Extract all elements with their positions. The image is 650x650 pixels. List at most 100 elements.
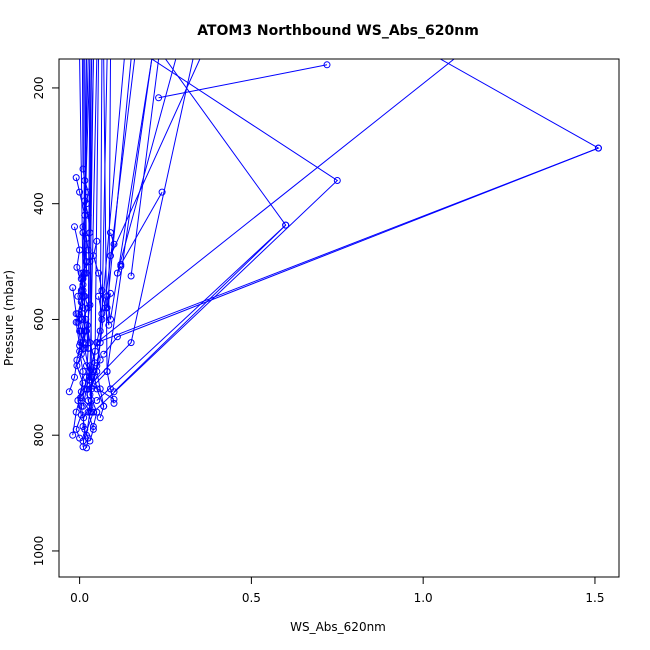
data-point	[81, 425, 89, 433]
series-line	[158, 64, 328, 99]
y-tick-label: 600	[32, 308, 46, 331]
series-line	[89, 59, 600, 372]
series-line	[85, 59, 93, 413]
data-point	[65, 388, 73, 396]
plot-area	[65, 59, 602, 452]
series-line	[103, 59, 115, 404]
data-point	[69, 284, 77, 292]
data-point	[86, 437, 94, 445]
x-tick-label: 1.0	[414, 591, 433, 605]
data-point	[72, 318, 80, 326]
series-line	[103, 147, 599, 355]
data-point	[73, 356, 81, 364]
data-point	[110, 240, 118, 248]
series-line	[130, 59, 160, 277]
series-line	[75, 59, 88, 346]
x-tick-label: 0.0	[70, 591, 89, 605]
data-point	[103, 368, 111, 375]
data-point	[83, 385, 90, 393]
data-point	[127, 272, 135, 280]
data-point	[117, 261, 125, 268]
data-point	[155, 94, 163, 102]
x-tick-label: 1.5	[585, 591, 604, 605]
data-point	[98, 287, 106, 294]
data-point	[76, 246, 84, 254]
x-tick-label: 0.5	[242, 591, 261, 605]
data-point	[282, 221, 290, 229]
data-point	[80, 292, 88, 300]
data-point	[79, 379, 87, 387]
data-point	[113, 333, 121, 341]
data-point	[76, 342, 84, 349]
x-axis-label: WS_Abs_620nm	[290, 620, 386, 634]
data-point	[93, 339, 101, 347]
data-point	[158, 188, 166, 196]
series-line	[80, 59, 93, 349]
series-line	[98, 59, 125, 332]
data-point	[76, 188, 84, 196]
data-point	[96, 327, 104, 335]
series-line	[120, 191, 163, 265]
plot-frame	[58, 58, 620, 578]
y-tick-label: 200	[32, 76, 46, 99]
y-tick-label: 800	[32, 424, 46, 447]
data-point	[77, 339, 85, 347]
data-point	[100, 402, 108, 410]
y-axis-label: Pressure (mbar)	[2, 270, 16, 366]
series-line	[92, 59, 153, 400]
data-point	[73, 263, 81, 271]
series-line	[113, 224, 287, 393]
series-line	[106, 59, 153, 320]
series-line	[82, 59, 194, 407]
data-point	[86, 301, 94, 309]
data-point	[77, 315, 85, 323]
data-point	[98, 310, 106, 318]
y-tick-label: 1000	[32, 536, 46, 567]
data-point	[81, 211, 89, 219]
data-point	[93, 237, 101, 245]
data-point	[79, 229, 87, 237]
data-point	[79, 368, 87, 375]
data-point	[594, 144, 602, 152]
data-point	[83, 444, 90, 452]
series-line	[84, 59, 94, 233]
data-point	[72, 408, 80, 416]
data-point	[83, 258, 90, 266]
chart-title: ATOM3 Northbound WS_Abs_620nm	[197, 23, 479, 39]
data-point	[89, 408, 97, 416]
data-point	[95, 292, 102, 300]
data-point	[79, 402, 87, 410]
data-point	[89, 423, 97, 430]
data-point	[83, 373, 90, 381]
series-line	[75, 59, 91, 216]
series-line	[110, 59, 201, 257]
data-point	[89, 382, 97, 390]
data-point	[93, 397, 101, 404]
data-point	[103, 292, 111, 300]
data-point	[72, 310, 80, 318]
data-point	[110, 399, 118, 407]
y-tick-label: 400	[32, 192, 46, 215]
data-point	[107, 315, 114, 323]
data-point	[95, 269, 102, 277]
data-point	[96, 414, 104, 422]
data-point	[110, 395, 118, 403]
data-point	[323, 61, 331, 69]
series-line	[92, 59, 111, 326]
axes: 0.0 0.5 1.0 1.5 200 400 600 800 1000	[32, 76, 604, 605]
data-point	[93, 368, 101, 375]
data-point	[127, 339, 135, 347]
data-point	[86, 368, 94, 375]
data-point	[110, 388, 118, 396]
data-point	[71, 373, 78, 381]
data-point	[77, 275, 85, 283]
data-point	[69, 431, 77, 439]
data-point	[79, 437, 87, 445]
data-point	[86, 229, 94, 237]
data-point	[72, 174, 80, 182]
data-point	[333, 177, 341, 184]
data-point	[100, 350, 108, 358]
data-point	[84, 397, 92, 404]
data-point	[82, 315, 90, 323]
